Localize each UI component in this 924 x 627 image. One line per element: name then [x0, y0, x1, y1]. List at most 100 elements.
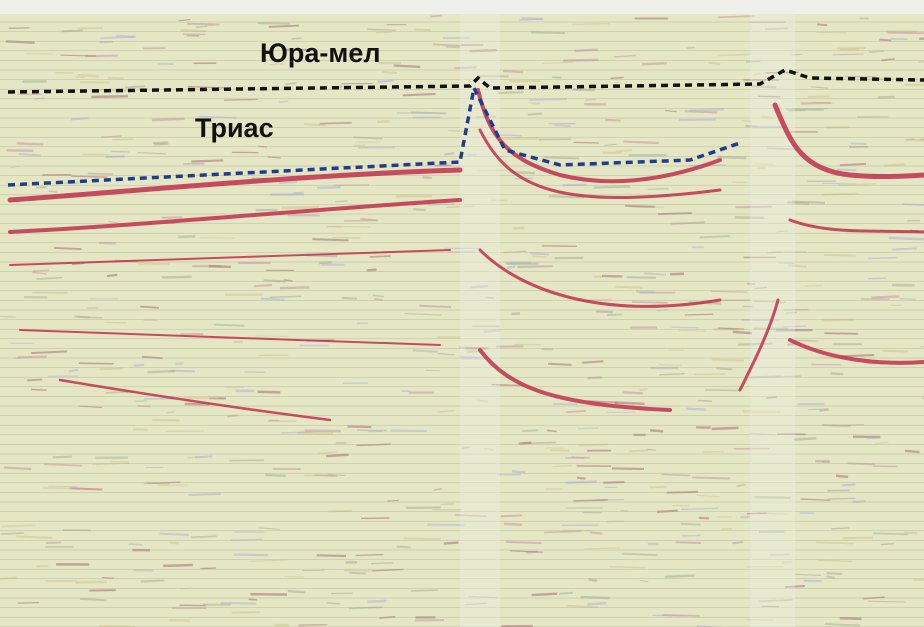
noise-streak: [6, 41, 35, 42]
noise-streak: [444, 153, 454, 154]
noise-streak: [826, 577, 834, 578]
noise-streak: [498, 92, 523, 93]
noise-streak: [831, 373, 844, 374]
noise-streak: [821, 193, 858, 194]
page: Юра-мел Триас (() => { const data = JSON…: [0, 0, 924, 627]
noise-streak: [305, 431, 341, 432]
noise-streak: [605, 120, 620, 121]
noise-streak: [519, 443, 531, 444]
noise-streak: [288, 591, 306, 592]
noise-streak: [588, 377, 603, 378]
noise-streak: [125, 86, 145, 87]
noise-streak: [70, 488, 103, 489]
noise-streak: [335, 201, 348, 202]
noise-streak: [642, 63, 667, 64]
noise-streak: [245, 372, 266, 373]
noise-streak: [390, 431, 426, 432]
noise-streak: [18, 603, 40, 604]
noise-streak: [18, 357, 47, 358]
noise-streak: [419, 306, 451, 307]
noise-streak: [662, 615, 700, 616]
noise-streak: [679, 330, 705, 331]
noise-streak: [16, 536, 52, 537]
noise-streak: [200, 568, 216, 569]
noise-streak: [892, 248, 917, 249]
noise-streak: [279, 101, 288, 102]
noise-streak: [676, 542, 701, 543]
noise-streak: [147, 371, 175, 372]
noise-streak: [80, 82, 110, 83]
noise-streak: [328, 511, 351, 512]
noise-streak: [234, 555, 268, 556]
noise-streak: [522, 430, 538, 431]
noise-streak: [585, 99, 596, 100]
noise-streak: [181, 30, 206, 31]
noise-streak: [689, 109, 724, 110]
noise-streak: [612, 468, 644, 469]
noise-streak: [413, 209, 426, 210]
noise-streak: [686, 409, 705, 410]
noise-streak: [869, 51, 884, 52]
noise-streak: [159, 534, 188, 535]
noise-streak: [76, 582, 107, 583]
noise-streak: [371, 563, 394, 564]
diapir-zone: [460, 14, 500, 627]
noise-streak: [733, 332, 752, 333]
trace-header: [0, 0, 924, 14]
noise-streak: [868, 258, 897, 259]
noise-streak: [265, 475, 285, 476]
noise-streak: [615, 403, 645, 404]
noise-streak: [573, 500, 607, 501]
noise-streak: [195, 456, 212, 457]
noise-streak: [256, 336, 289, 337]
noise-streak: [836, 476, 848, 477]
noise-streak: [559, 593, 573, 594]
noise-streak: [698, 400, 712, 401]
noise-streak: [80, 599, 106, 600]
noise-streak: [102, 578, 114, 579]
noise-streak: [596, 312, 613, 313]
noise-streak: [404, 538, 441, 539]
noise-streak: [632, 302, 668, 303]
noise-streak: [403, 94, 436, 95]
noise-streak: [552, 466, 571, 467]
noise-streak: [91, 96, 128, 97]
noise-streak: [105, 322, 126, 323]
noise-streak: [507, 267, 515, 268]
noise-streak: [672, 327, 699, 328]
noise-streak: [152, 420, 179, 421]
noise-streak: [594, 186, 630, 187]
noise-streak: [108, 391, 120, 392]
noise-streak: [348, 426, 372, 427]
noise-streak: [882, 351, 908, 352]
noise-streak: [554, 125, 570, 126]
noise-streak: [889, 238, 924, 239]
noise-streak: [162, 217, 182, 218]
noise-streak: [258, 392, 281, 393]
noise-streak: [261, 299, 284, 300]
noise-streak: [506, 542, 541, 543]
noise-streak: [577, 478, 585, 479]
noise-streak: [133, 429, 148, 430]
noise-streak: [446, 47, 460, 48]
noise-streak: [879, 40, 891, 41]
noise-streak: [367, 270, 377, 271]
noise-streak: [828, 498, 856, 499]
noise-streak: [517, 266, 552, 267]
noise-streak: [607, 314, 621, 315]
noise-streak: [99, 368, 123, 369]
noise-streak: [71, 118, 88, 119]
noise-streak: [904, 532, 917, 533]
noise-streak: [53, 457, 72, 458]
noise-streak: [332, 226, 370, 227]
noise-streak: [382, 72, 397, 73]
noise-streak: [627, 277, 656, 278]
noise-streak: [572, 24, 609, 25]
noise-streak: [636, 291, 655, 292]
noise-streak: [166, 412, 174, 413]
noise-streak: [611, 77, 624, 78]
noise-streak: [279, 182, 297, 183]
noise-streak: [722, 529, 733, 530]
noise-streak: [919, 38, 924, 39]
noise-streak: [141, 580, 164, 581]
